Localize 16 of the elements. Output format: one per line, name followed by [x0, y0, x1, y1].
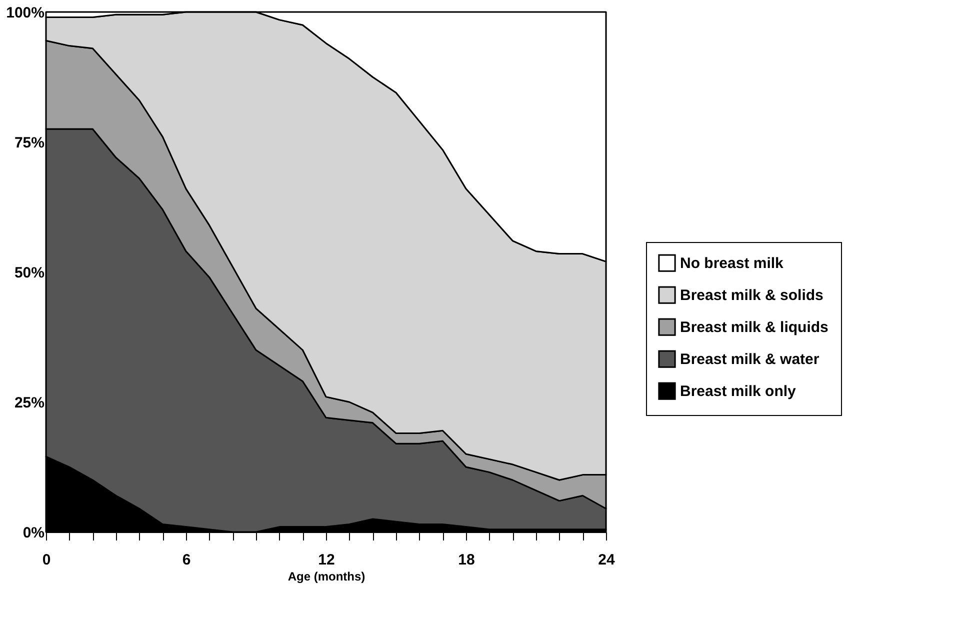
x-tick-label: 0: [42, 552, 51, 568]
y-tick-label: 0%: [22, 524, 44, 542]
legend-label: No breast milk: [680, 255, 784, 272]
x-tick-label: 12: [318, 552, 335, 568]
x-tick-label: 18: [458, 552, 475, 568]
y-tick-label: 25%: [14, 394, 44, 412]
y-tick-label: 75%: [14, 134, 44, 152]
x-tick-label: 6: [182, 552, 191, 568]
legend-label: Breast milk & water: [680, 351, 820, 368]
legend-label: Breast milk & liquids: [680, 319, 828, 336]
y-tick-label: 100%: [6, 4, 44, 22]
x-tick-label: 24: [598, 552, 616, 568]
y-tick-label: 50%: [14, 264, 44, 282]
x-axis-title: Age (months): [288, 570, 366, 584]
legend-label: Breast milk only: [680, 383, 797, 400]
legend-label: Breast milk & solids: [680, 287, 824, 304]
